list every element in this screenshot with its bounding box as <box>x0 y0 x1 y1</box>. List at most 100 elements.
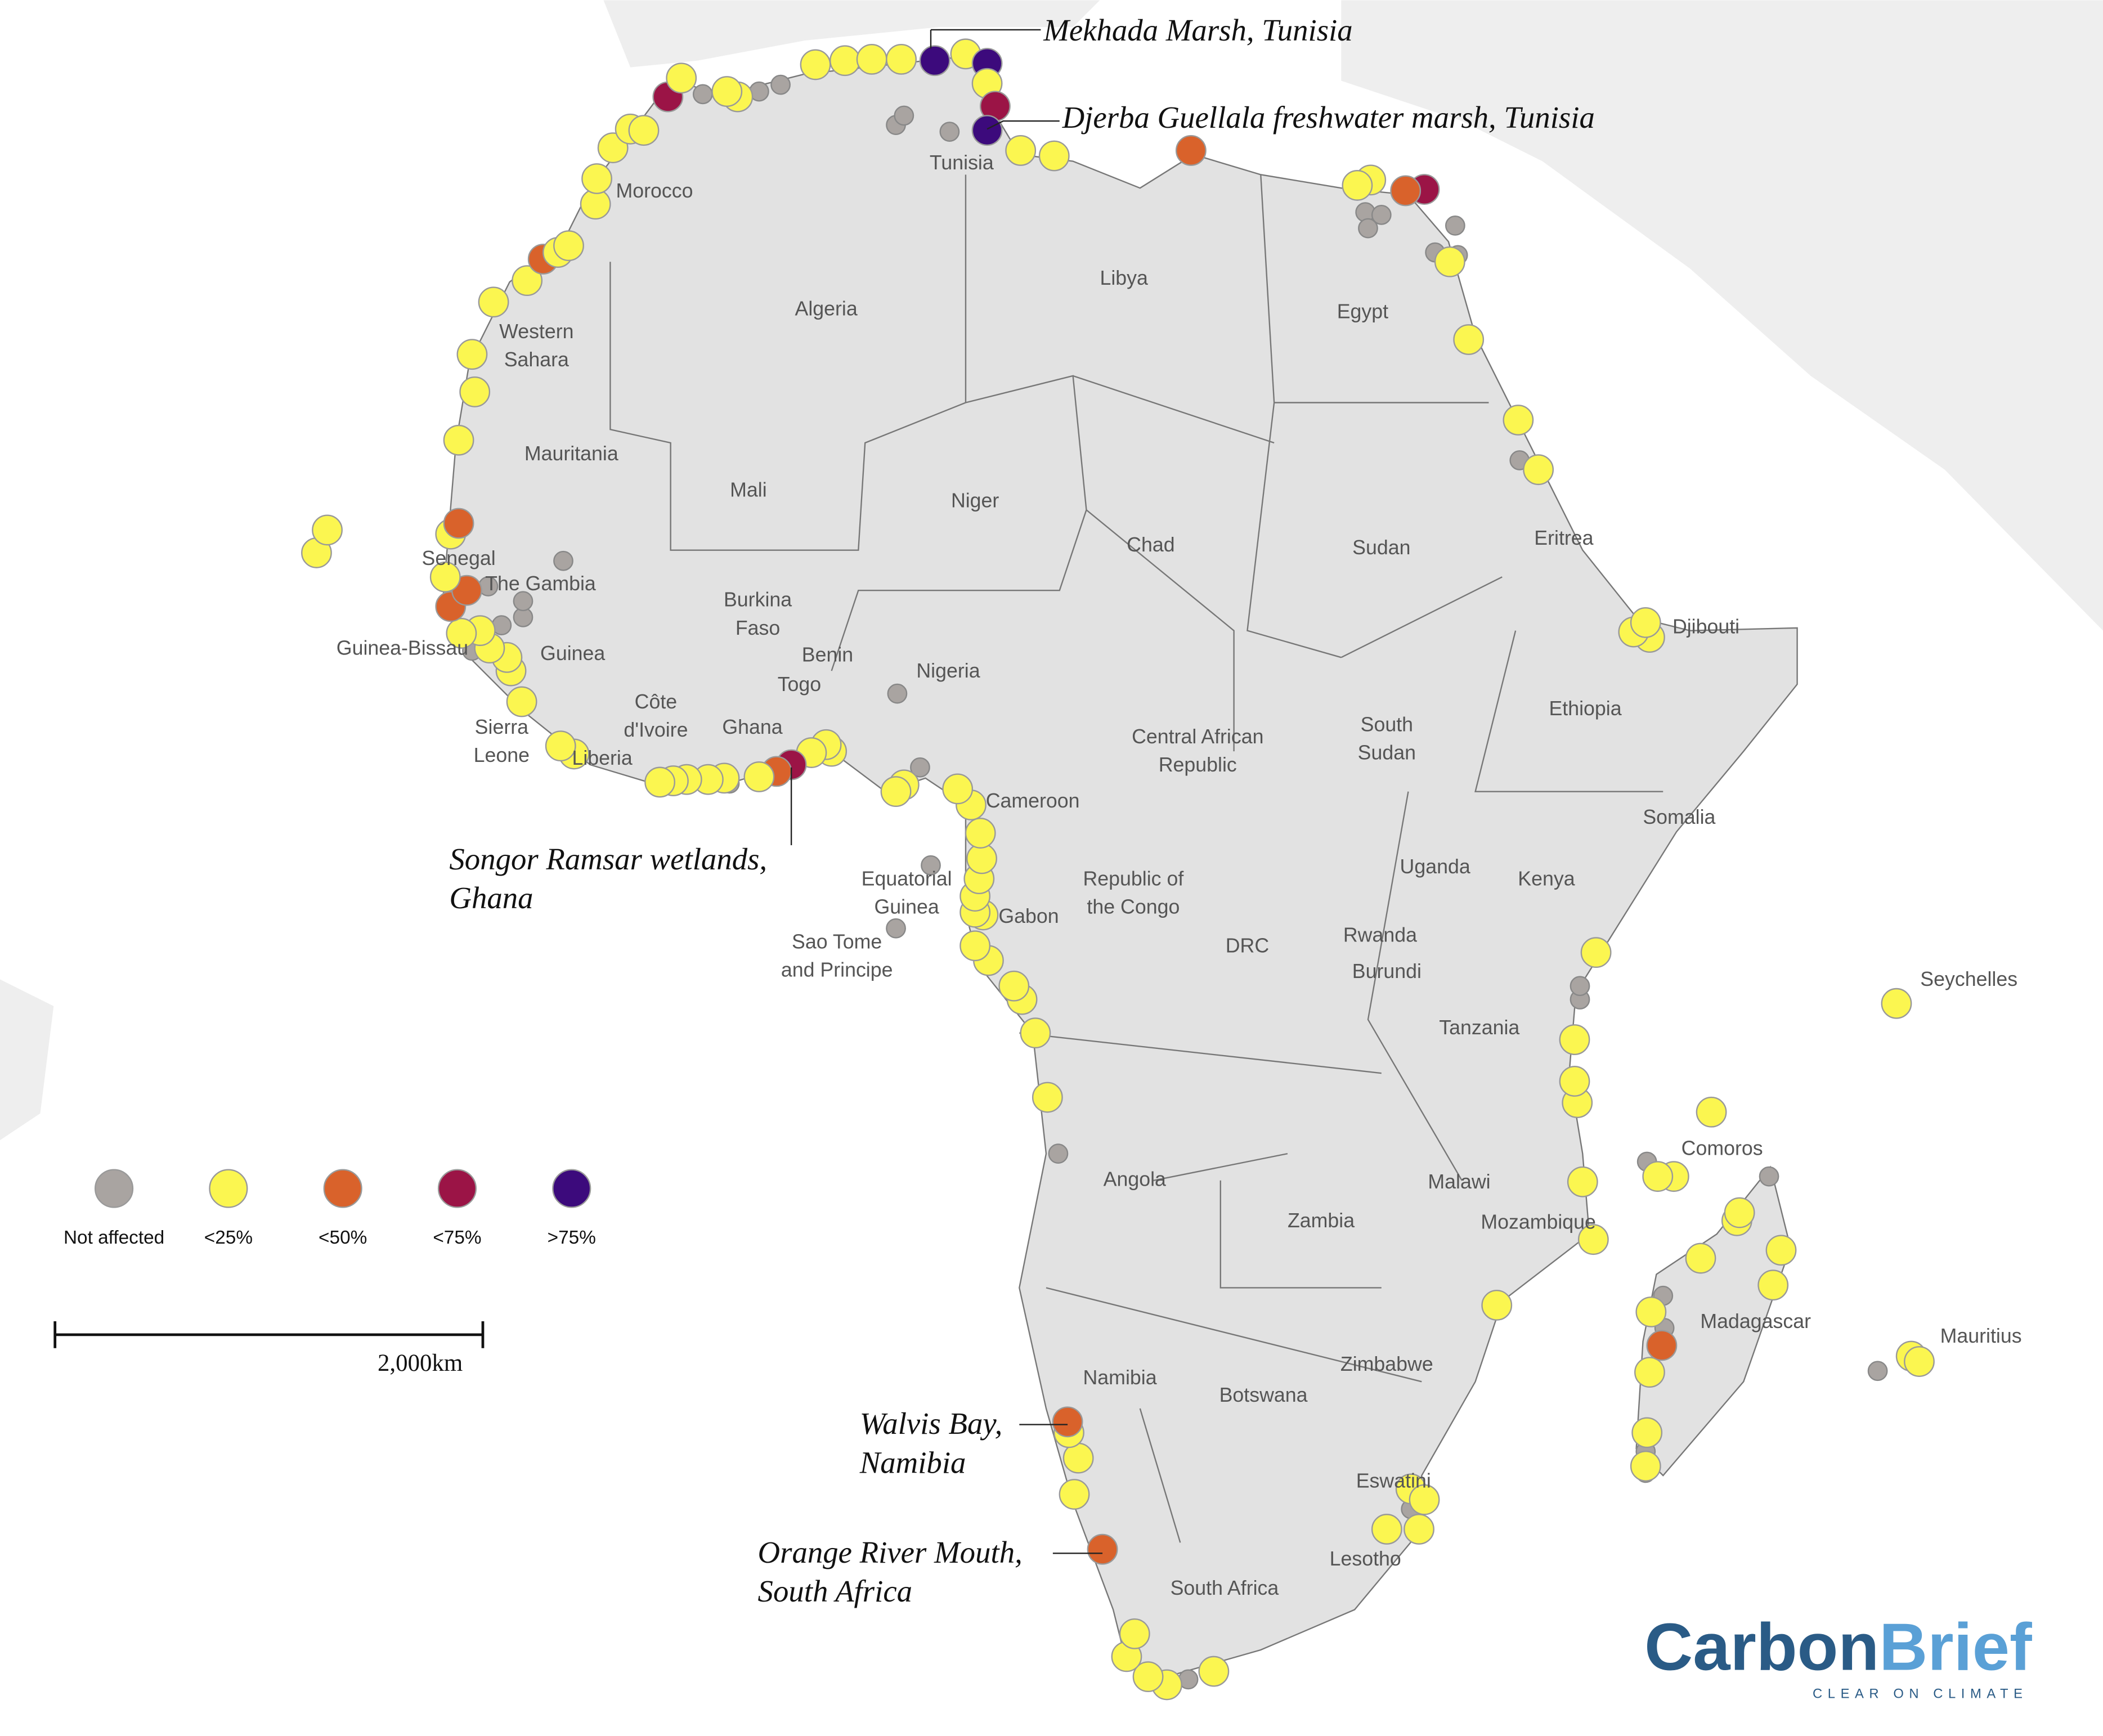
country-label: Mozambique <box>1481 1211 1596 1233</box>
wetland-site <box>921 855 941 876</box>
wetland-site <box>1032 1082 1063 1113</box>
wetland-site <box>456 339 488 370</box>
country-label: Mali <box>730 478 767 501</box>
wetland-site <box>1559 1066 1590 1097</box>
wetland-site <box>1048 1143 1069 1164</box>
country-label: Central African <box>1132 725 1263 748</box>
country-label: Sudan <box>1358 741 1416 764</box>
wetland-site <box>965 818 996 849</box>
wetland-site <box>1757 1270 1789 1301</box>
wetland-site <box>1390 175 1422 207</box>
country-label: Nigeria <box>916 660 980 682</box>
wetland-sites <box>301 38 1935 1701</box>
country-label: The Gambia <box>485 572 596 595</box>
country-label: Libya <box>1100 267 1148 289</box>
wetland-site <box>429 561 461 593</box>
wetland-site <box>1642 1161 1674 1192</box>
annotation: Djerba Guellala freshwater marsh, Tunisi… <box>1062 100 1595 134</box>
country-label: Benin <box>802 643 853 666</box>
country-label: Zimbabwe <box>1340 1353 1433 1375</box>
wetland-site <box>443 424 474 456</box>
country-label: South Africa <box>1171 1577 1279 1599</box>
wetland-site <box>1635 1296 1667 1327</box>
country-label: Chad <box>1127 533 1174 556</box>
wetland-site <box>887 683 908 704</box>
country-label: Eritrea <box>1534 527 1593 549</box>
wetland-site <box>446 618 477 649</box>
country-label: Comoros <box>1681 1137 1763 1160</box>
wetland-site <box>512 265 543 297</box>
country-label: Guinea <box>540 642 605 665</box>
country-label: Angola <box>1104 1168 1166 1190</box>
country-label: Mauritania <box>524 442 618 465</box>
border <box>609 262 1087 671</box>
wetland-site <box>644 766 675 798</box>
scale-label: 2,000km <box>378 1350 463 1376</box>
legend-swatch <box>552 1169 591 1208</box>
wetland-site <box>971 115 1003 146</box>
wetland-site <box>1005 135 1037 166</box>
country-label: Côte <box>635 690 677 713</box>
wetland-site <box>1409 1484 1440 1515</box>
country-label: Algeria <box>795 298 857 320</box>
wetland-site <box>1059 1479 1090 1510</box>
country-label: Somalia <box>1643 806 1715 828</box>
country-label: Guinea-Bissau <box>337 637 468 660</box>
country-label: Ethiopia <box>1549 697 1621 720</box>
wetland-site <box>628 115 660 146</box>
wetland-site <box>1724 1197 1755 1228</box>
wetland-site <box>856 43 887 75</box>
country-label: and Principe <box>781 959 893 981</box>
scale-bar: 2,000km <box>53 1321 485 1376</box>
country-label: Equatorial <box>862 867 952 890</box>
wetland-site <box>711 76 743 107</box>
annotation: Namibia <box>859 1445 966 1479</box>
legend-label: Not affected <box>64 1227 164 1248</box>
wetland-site <box>886 43 917 75</box>
wetland-site <box>1445 216 1465 236</box>
legend-swatch <box>323 1169 362 1208</box>
wetland-site <box>1342 169 1373 201</box>
wetland-site <box>1580 937 1612 968</box>
country-label: DRC <box>1226 935 1269 957</box>
wetland-site <box>1132 1661 1164 1693</box>
wetland-site <box>1052 1406 1083 1438</box>
wetland-site <box>1481 1290 1513 1321</box>
wetland-site <box>312 514 343 546</box>
logo: CarbonBrief CLEAR ON CLIMATE <box>1644 1610 2032 1702</box>
wetland-site <box>1020 1017 1051 1049</box>
legend-label: <50% <box>319 1227 367 1248</box>
wetland-site <box>1087 1533 1118 1565</box>
wetland-site <box>939 122 960 142</box>
country-label: Botswana <box>1219 1384 1308 1406</box>
legend-swatch <box>95 1169 134 1208</box>
country-label: Tunisia <box>930 151 994 174</box>
country-label: Republic of <box>1083 867 1183 890</box>
wetland-site <box>886 918 906 939</box>
country-label: Djibouti <box>1672 615 1739 638</box>
legend-label: <25% <box>204 1227 253 1248</box>
wetland-site <box>910 757 930 778</box>
leader-line <box>987 120 1060 130</box>
country-label: Western <box>499 320 573 343</box>
legend-label: <75% <box>433 1227 481 1248</box>
annotation: Orange River Mouth, <box>758 1535 1023 1569</box>
country-label: Republic <box>1159 753 1237 776</box>
wetland-site <box>1630 607 1661 638</box>
wetland-site <box>1634 1357 1665 1388</box>
country-label: Zambia <box>1288 1209 1355 1232</box>
wetland-site <box>1646 1330 1678 1361</box>
wetland-site <box>692 84 713 105</box>
wetland-site <box>478 286 509 318</box>
logo-text: CarbonBrief <box>1644 1610 2032 1685</box>
country-label: Rwanda <box>1343 924 1417 946</box>
wetland-site <box>1685 1242 1716 1274</box>
europe <box>603 0 1100 68</box>
country-label: Burundi <box>1352 960 1422 983</box>
country-label: Tanzania <box>1439 1016 1519 1039</box>
wetland-site <box>581 163 612 194</box>
legend-label: >75% <box>548 1227 596 1248</box>
wetland-site <box>1631 1417 1663 1448</box>
legend-swatch <box>209 1169 248 1208</box>
